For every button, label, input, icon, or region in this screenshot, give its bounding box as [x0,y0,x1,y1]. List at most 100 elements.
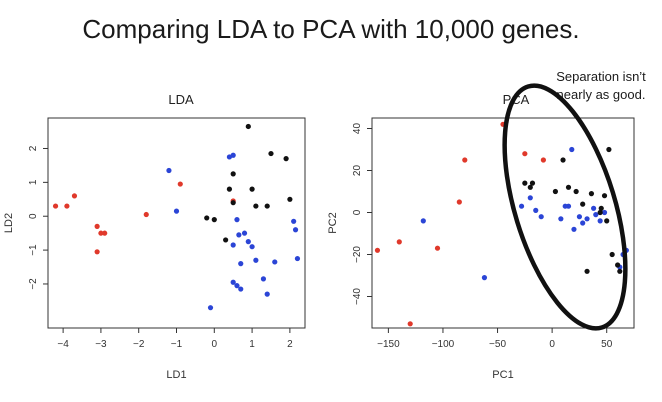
x-tick-label: −1 [171,339,183,350]
data-point-red [374,247,381,253]
data-point-red [94,249,100,255]
data-point-blue [238,286,244,292]
x-tick-label: −150 [377,339,400,350]
y-tick-label: 40 [352,123,363,135]
data-point-red [396,239,402,245]
data-point-red [64,203,70,209]
data-point-black [230,171,236,177]
data-point-blue [230,152,236,158]
data-point-blue [230,242,236,248]
x-tick-label: −50 [489,339,506,350]
data-point-blue [272,259,278,265]
data-point-black [588,191,595,197]
lda-title: LDA [168,92,194,107]
data-point-red [456,199,462,205]
x-tick-label: −100 [432,339,455,350]
pca-separation-ellipse [502,83,628,331]
data-point-black [565,184,572,190]
y-tick-label: −40 [352,288,363,305]
x-tick-label: −3 [95,339,107,350]
y-tick-label: 0 [28,213,39,219]
data-point-blue [580,220,586,226]
y-tick-label: 0 [352,209,363,215]
data-point-black [529,180,536,186]
data-point-black [226,186,233,192]
data-point-red [522,151,528,157]
data-point-blue [207,305,214,311]
data-point-black [283,156,289,162]
data-point-blue [571,226,577,232]
data-point-black [552,188,559,195]
data-point-blue [238,261,244,267]
data-point-red [434,245,441,251]
data-point-black [617,268,623,274]
data-point-red [540,157,546,163]
data-point-red [98,230,104,236]
data-point-black [584,268,590,274]
data-point-blue [538,214,544,220]
data-point-black [560,157,566,163]
data-point-blue [166,167,172,174]
data-point-blue [236,232,242,238]
data-point-blue [481,275,488,281]
lda-panel: LDA −4 −3 −2 −1 0 1 2 −2 −1 0 1 2 LD1 LD2 [3,92,306,381]
data-point-red [102,230,108,236]
data-point-blue [597,218,603,224]
x-tick-label: 2 [287,339,293,350]
data-point-blue [584,216,590,222]
data-point-black [606,146,612,153]
data-point-blue [533,207,539,213]
x-tick-label: 0 [549,339,555,350]
data-point-red [94,223,100,229]
annotation-line-1: Separation isn’t [556,69,646,84]
data-point-black [204,215,210,221]
data-point-blue [230,279,236,285]
data-point-red [52,203,59,209]
x-tick-label: −4 [57,339,69,350]
lda-y-axis-label: LD2 [3,213,15,233]
y-tick-label: −1 [28,244,39,256]
data-point-black [598,205,604,211]
y-tick-label: 20 [352,165,363,177]
data-point-blue [591,205,597,211]
data-point-blue [234,217,240,223]
y-tick-label: 1 [28,179,39,185]
data-point-red [143,211,149,218]
data-point-blue [294,255,301,262]
data-point-blue [569,146,575,153]
data-point-blue [562,203,568,209]
data-point-blue [420,218,426,224]
data-point-black [223,237,229,243]
data-point-blue [249,244,255,250]
lda-x-axis-label: LD1 [166,369,186,381]
data-point-black [601,193,608,199]
data-point-blue [241,230,248,236]
data-point-blue [173,208,180,214]
data-point-black [604,218,610,224]
data-point-blue [593,212,599,218]
data-point-blue [291,218,297,224]
x-tick-label: 1 [249,339,255,350]
data-point-black [597,209,603,216]
data-point-red [177,181,183,187]
data-point-blue [264,291,270,297]
pca-x-axis-label: PC1 [492,369,513,381]
x-tick-label: −2 [133,339,145,350]
data-point-blue [601,209,608,216]
data-point-blue [558,216,564,222]
data-point-black [522,180,528,186]
data-point-blue [245,239,251,245]
slide-title: Comparing LDA to PCA with 10,000 genes. [82,14,580,44]
data-point-black [268,150,274,157]
data-point-blue [518,203,525,209]
x-tick-label: 50 [601,339,613,350]
data-point-blue [253,257,259,263]
data-point-black [287,196,293,202]
data-point-black [249,186,255,192]
data-point-blue [292,227,299,233]
annotation-line-2: nearly as good. [556,87,646,102]
data-point-black [253,203,259,209]
data-point-black [609,251,615,258]
data-point-black [264,203,270,209]
